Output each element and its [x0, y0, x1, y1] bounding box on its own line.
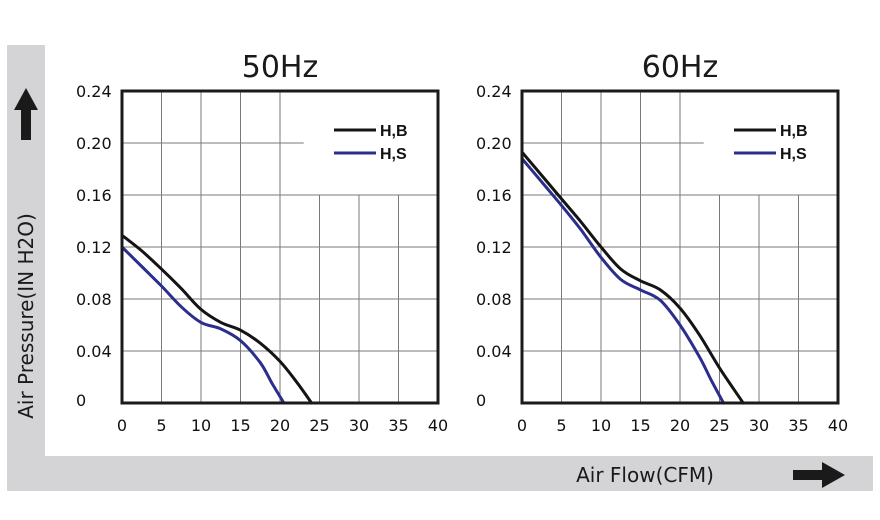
- chart-panel-60hz: 60Hz 0 5 10 15 20 25 30 35 40 0 0.04 0.08 0.12 0.16 0.2…: [476, 50, 848, 435]
- y-tick-label: 0.12: [76, 238, 112, 257]
- x-axis-band: [7, 456, 873, 491]
- y-tick-label: 0.24: [76, 82, 112, 101]
- x-axis-title: Air Flow(CFM): [576, 463, 714, 487]
- legend-label: H,S: [380, 146, 407, 163]
- x-tick-label: 5: [556, 416, 566, 435]
- x-tick-label: 35: [788, 416, 808, 435]
- chart-panel-50hz: 50Hz 0 5 10 15 20 25 30 35 40 0 0.04 0.08 0.12 0.16 0.2…: [76, 50, 448, 435]
- x-tick-label: 20: [670, 416, 690, 435]
- y-tick-label: 0.08: [476, 290, 512, 309]
- series-line-h-s: [520, 157, 725, 405]
- y-tick-label: 0.04: [76, 342, 112, 361]
- y-tick-label: 0.08: [76, 290, 112, 309]
- x-tick-label: 15: [230, 416, 250, 435]
- x-tick-label: 35: [388, 416, 408, 435]
- x-tick-label: 5: [156, 416, 166, 435]
- plot-frame: [120, 89, 440, 405]
- arrow-right-icon: [793, 462, 845, 488]
- x-tick-label: 30: [349, 416, 369, 435]
- y-tick-label: 0: [76, 391, 86, 410]
- x-tick-label: 40: [428, 416, 448, 435]
- series-line-h-b: [120, 233, 314, 405]
- x-tick-label: 10: [591, 416, 611, 435]
- y-tick-label: 0.16: [476, 186, 512, 205]
- legend-label: H,B: [780, 123, 808, 140]
- series-line-h-s: [120, 245, 286, 405]
- legend-label: H,S: [780, 146, 807, 163]
- x-tick-label: 25: [309, 416, 329, 435]
- y-tick-label: 0.20: [76, 134, 112, 153]
- plot-frame: [520, 89, 840, 405]
- y-tick-label: 0.16: [76, 186, 112, 205]
- chart-title: 60Hz: [642, 50, 718, 85]
- x-tick-label: 0: [117, 416, 127, 435]
- x-tick-label: 20: [270, 416, 290, 435]
- x-tick-label: 25: [709, 416, 729, 435]
- series-line-h-b: [520, 150, 745, 405]
- legend-label: H,B: [380, 123, 408, 140]
- y-tick-label: 0: [476, 391, 486, 410]
- x-tick-label: 0: [517, 416, 527, 435]
- x-tick-label: 40: [828, 416, 848, 435]
- y-tick-label: 0.12: [476, 238, 512, 257]
- x-tick-label: 10: [191, 416, 211, 435]
- y-tick-label: 0.04: [476, 342, 512, 361]
- y-axis-title: Air Pressure(IN H2O): [14, 213, 38, 419]
- arrow-up-icon: [14, 88, 38, 140]
- y-tick-label: 0.24: [476, 82, 512, 101]
- x-tick-label: 30: [749, 416, 769, 435]
- y-tick-label: 0.20: [476, 134, 512, 153]
- x-tick-label: 15: [630, 416, 650, 435]
- chart-title: 50Hz: [242, 50, 318, 85]
